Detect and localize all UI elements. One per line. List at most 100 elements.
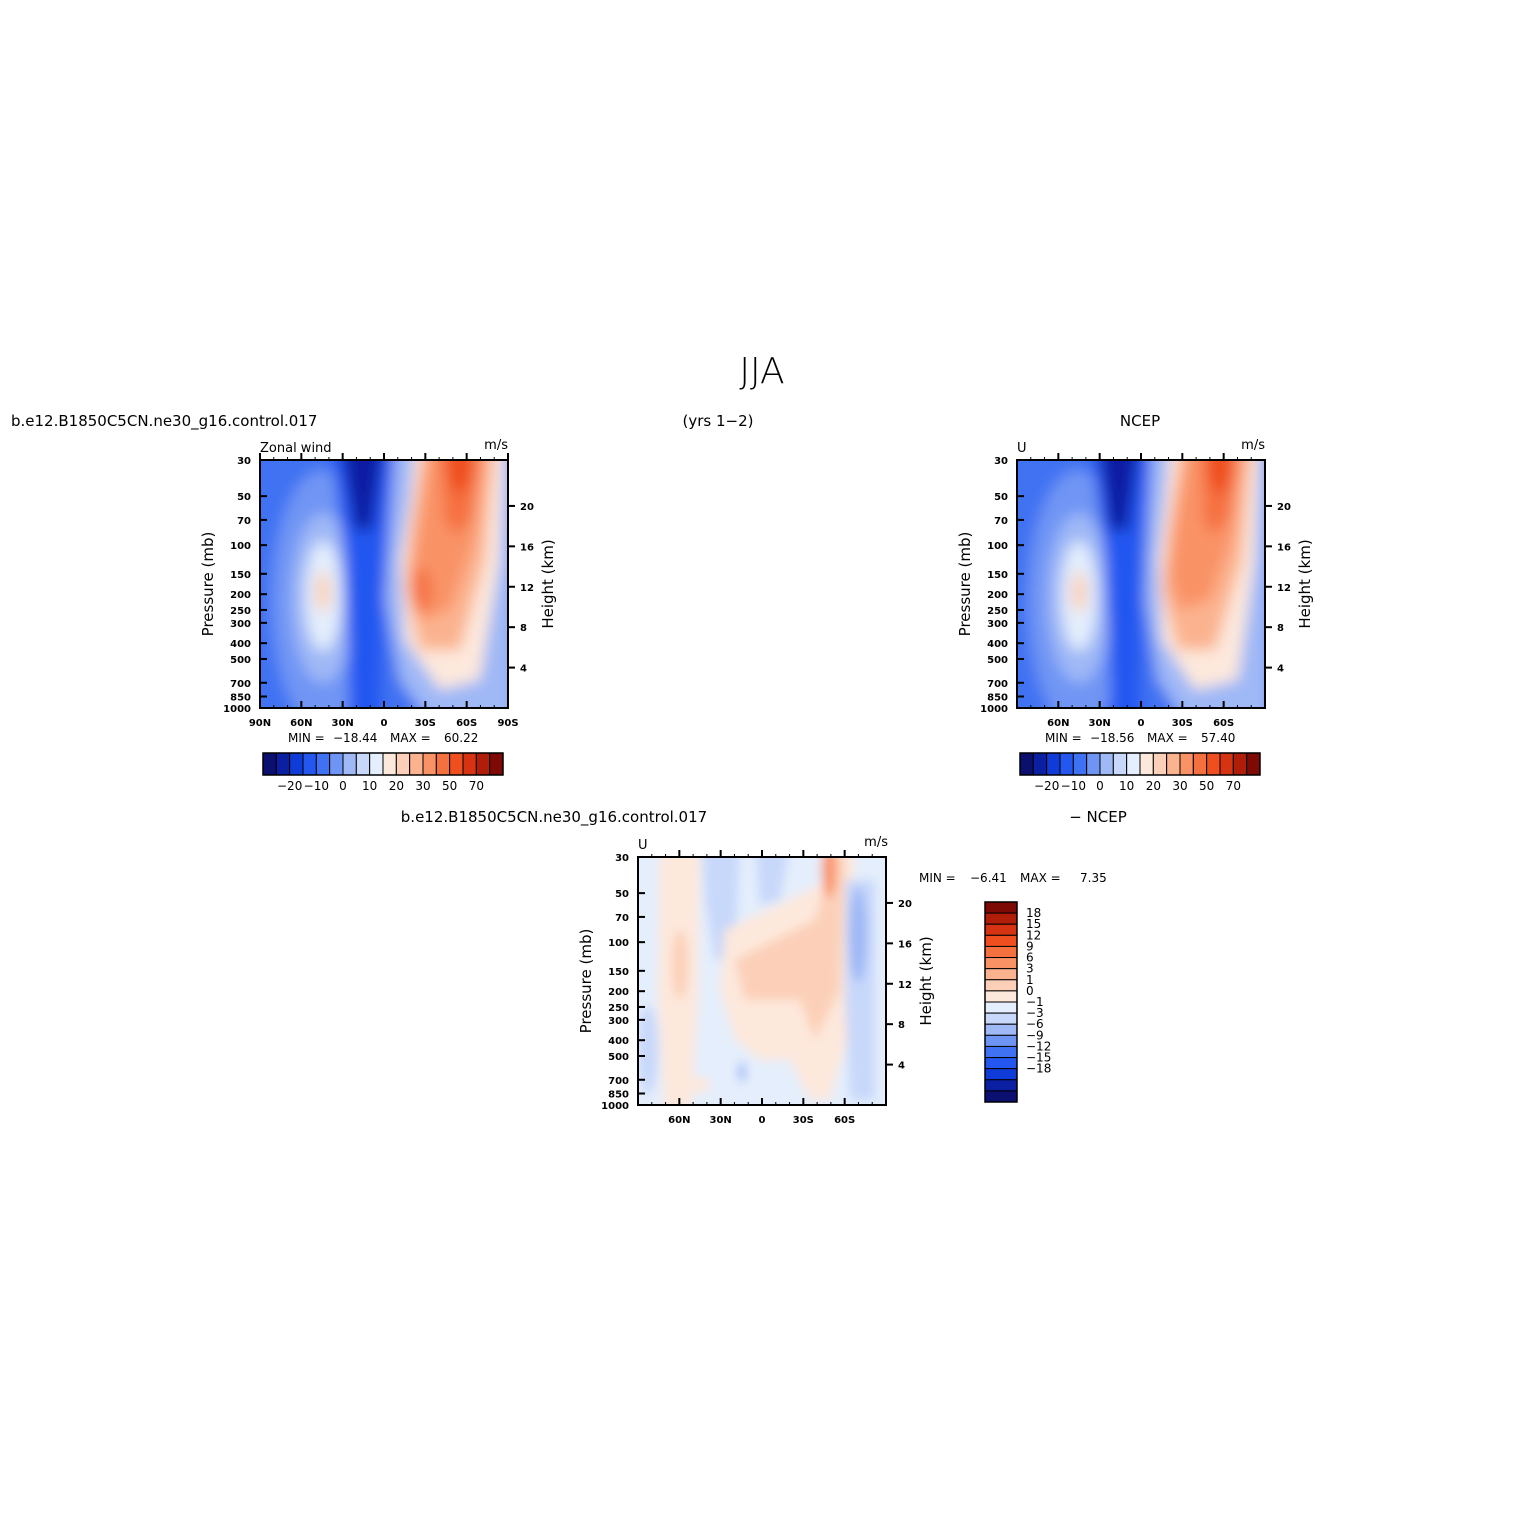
- right-string-model: m/s: [484, 438, 508, 453]
- x-tick-label: 30S: [415, 718, 436, 729]
- x-tick-label: 30N: [710, 1115, 732, 1126]
- colorbar-box: [984, 945, 1018, 959]
- ylabel-right-obs: Height (km): [1296, 539, 1314, 628]
- y-tick-label: 1000: [601, 1101, 629, 1112]
- min-value-obs: −18.56: [1090, 731, 1134, 745]
- ylabel-model: Pressure (mb): [199, 532, 217, 637]
- x-tick-label: 0: [1138, 718, 1145, 729]
- y-tick-label: 700: [987, 679, 1008, 690]
- x-tick-label: 30N: [332, 718, 354, 729]
- colorbar-label: 30: [415, 779, 430, 793]
- x-ticks-obs: 60N 30N 0 30S 60S: [1030, 453, 1252, 729]
- colorbar-label: −12: [1026, 1039, 1051, 1053]
- y-tick-label: 250: [608, 1003, 629, 1014]
- ylabel-right-diff: Height (km): [917, 936, 935, 1025]
- left-string-obs: U: [1017, 441, 1027, 456]
- x-tick-label: 90N: [249, 718, 271, 729]
- colorbar-box: [1032, 752, 1048, 776]
- colorbar-box: [262, 752, 277, 776]
- colorbar-box: [302, 752, 317, 776]
- colorbar-label: −15: [1026, 1051, 1051, 1065]
- colorbar-box: [462, 752, 477, 776]
- colorbar-label: −10: [304, 779, 329, 793]
- y-tick-label: 250: [987, 606, 1008, 617]
- height-tick-label: 16: [898, 939, 912, 950]
- colorbar-box: [984, 957, 1018, 970]
- height-tick-label: 8: [1277, 623, 1284, 634]
- colorbar-label: 70: [1226, 779, 1241, 793]
- contour-field-obs: [1017, 460, 1265, 708]
- y-tick-label: 30: [237, 456, 251, 467]
- colorbar-box: [1219, 752, 1234, 776]
- min-value-diff: −6.41: [970, 871, 1007, 885]
- colorbar-box: [342, 752, 357, 776]
- colorbar-box: [1179, 752, 1194, 776]
- colorbar-box: [1246, 752, 1261, 776]
- colorbar-box: [984, 1068, 1018, 1081]
- colorbar-label: 0: [339, 779, 347, 793]
- colorbar-label: 0: [1026, 984, 1034, 998]
- x-tick-label: 30S: [793, 1115, 814, 1126]
- colorbar-label: 0: [1096, 779, 1104, 793]
- colorbar-box: [382, 752, 397, 776]
- left-string-diff: U: [638, 838, 648, 853]
- height-ticks-diff: 20 16 12 8 4: [886, 899, 912, 1072]
- colorbar-box: [984, 968, 1018, 981]
- min-label-obs: MIN =: [1045, 731, 1082, 745]
- y-tick-label: 400: [608, 1036, 629, 1047]
- colorbar-box: [489, 752, 504, 776]
- stats-diff: MIN = −6.41 MAX = 7.35: [919, 871, 1107, 885]
- colorbar-box: [1099, 752, 1114, 776]
- colorbar-box: [984, 1023, 1018, 1036]
- period-label: (yrs 1−2): [683, 412, 754, 430]
- colorbar-label: 18: [1026, 906, 1041, 920]
- colorbar-box: [984, 1079, 1018, 1092]
- y-tick-label: 850: [987, 693, 1008, 704]
- colorbar-label: 20: [1146, 779, 1161, 793]
- diff-obs-label: − NCEP: [1069, 808, 1127, 826]
- height-ticks-obs: 20 16 12 8 4: [1265, 502, 1291, 675]
- colorbar-label: 50: [1199, 779, 1214, 793]
- colorbar-label: 3: [1026, 962, 1034, 976]
- colorbar-box: [422, 752, 437, 776]
- max-label-model: MAX =: [390, 731, 431, 745]
- max-label-diff: MAX =: [1020, 871, 1061, 885]
- colorbar-box: [984, 1012, 1018, 1025]
- colorbar-label: 10: [362, 779, 377, 793]
- colorbar-label: 70: [469, 779, 484, 793]
- colorbar-box: [1166, 752, 1181, 776]
- stats-model: MIN = −18.44 MAX = 60.22: [288, 731, 478, 745]
- x-ticks-model: 90N 60N 30N 0 30S 60S 90S: [249, 453, 519, 729]
- colorbar-label: 6: [1026, 951, 1034, 965]
- height-tick-label: 8: [898, 1020, 905, 1031]
- y-tick-label: 70: [237, 516, 251, 527]
- x-tick-label: 60N: [290, 718, 312, 729]
- contour-field-model: [260, 460, 508, 708]
- max-label-obs: MAX =: [1147, 731, 1188, 745]
- colorbar-box: [315, 752, 331, 776]
- x-tick-label: 60S: [834, 1115, 855, 1126]
- colorbar-label: −9: [1026, 1028, 1044, 1042]
- y-tick-label: 700: [608, 1076, 629, 1087]
- stats-obs: MIN = −18.56 MAX = 57.40: [1045, 731, 1235, 745]
- y-tick-label: 200: [987, 590, 1008, 601]
- y-tick-label: 1000: [980, 704, 1008, 715]
- colorbar-label: 12: [1026, 928, 1041, 942]
- y-tick-label: 300: [987, 619, 1008, 630]
- max-value-diff: 7.35: [1080, 871, 1107, 885]
- colorbar-box: [395, 752, 411, 776]
- colorbar-frame: [1019, 752, 1261, 776]
- colorbar-label: 30: [1172, 779, 1187, 793]
- colorbar-label: −20: [1034, 779, 1059, 793]
- colorbar-box: [1126, 752, 1141, 776]
- colorbar-label: 10: [1119, 779, 1134, 793]
- colorbar-box: [984, 901, 1018, 914]
- colorbar-box: [984, 1045, 1018, 1059]
- ylabel-obs: Pressure (mb): [956, 532, 974, 637]
- height-tick-label: 8: [520, 623, 527, 634]
- colorbar-box: [984, 1034, 1018, 1047]
- colorbar-frame: [262, 752, 504, 776]
- height-tick-label: 4: [898, 1061, 905, 1072]
